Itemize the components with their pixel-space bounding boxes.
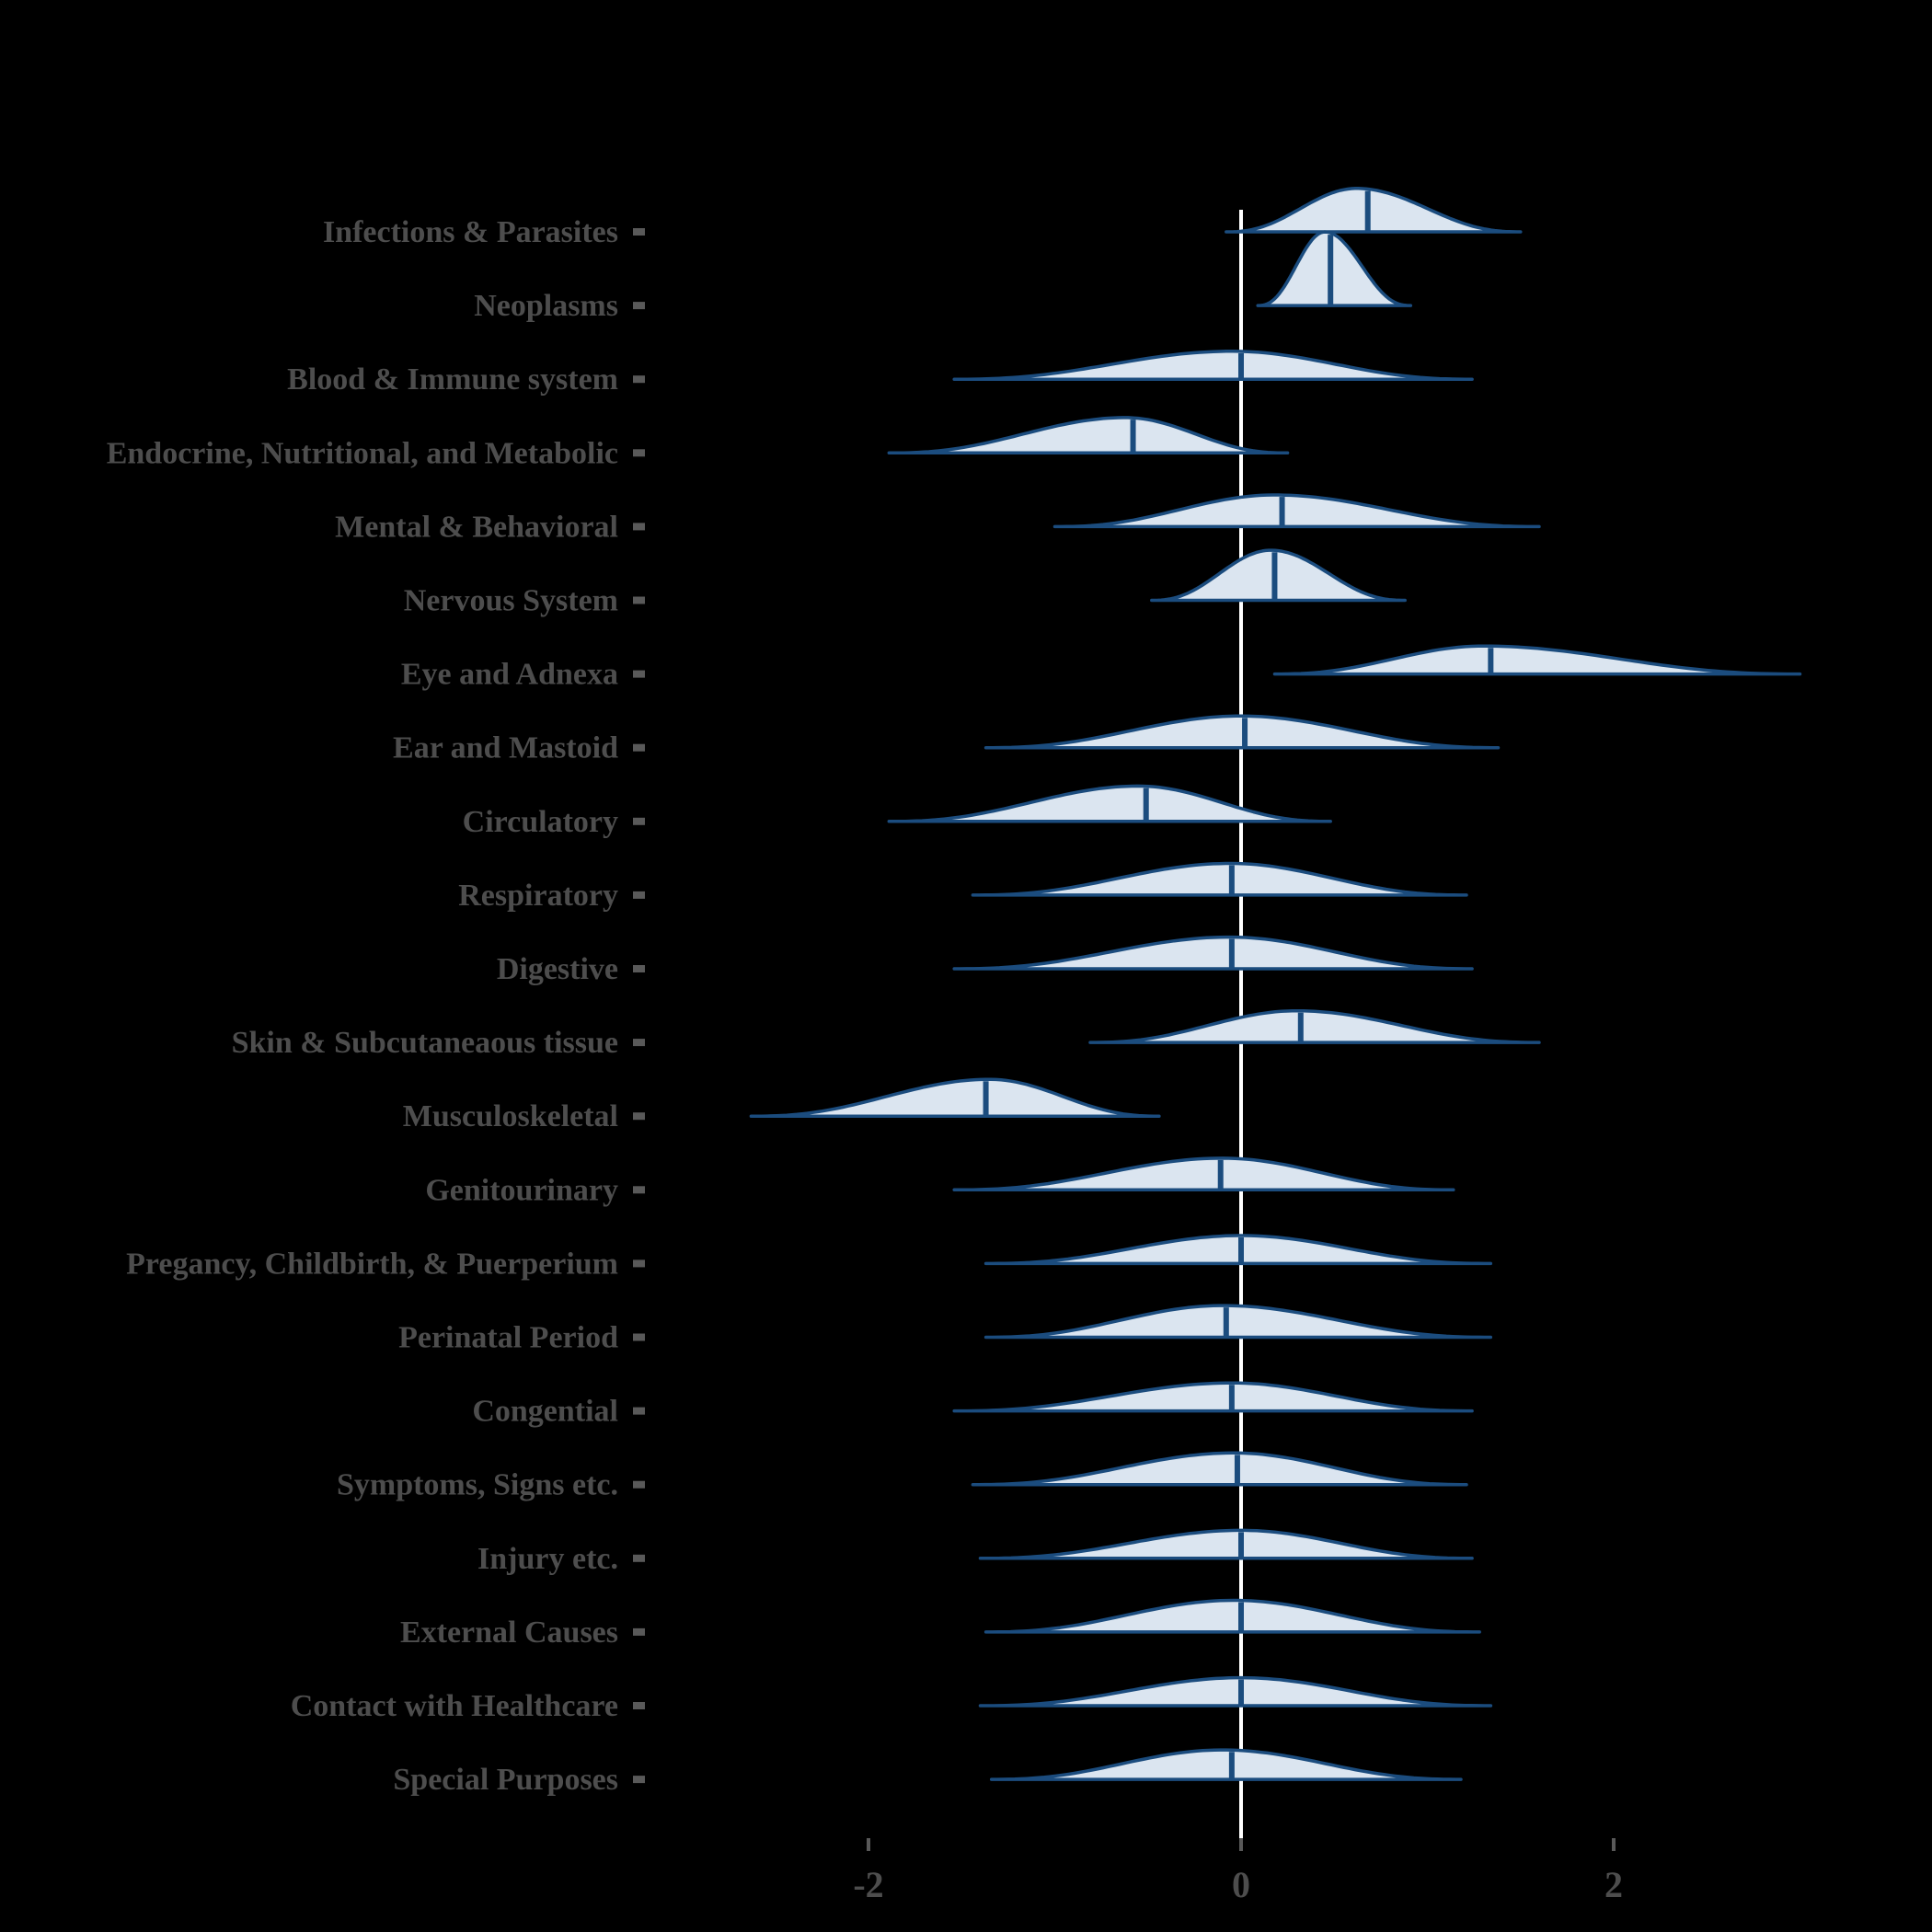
violin-row: Mental & Behavioral [335,493,1541,544]
violin-row: Nervous System [404,548,1407,618]
violin-shape [989,1748,1463,1781]
category-label: Digestive [497,952,618,986]
violin-shape [983,1234,1493,1266]
violin-row: External Causes [400,1598,1481,1650]
category-label: Blood & Immune system [287,362,618,397]
x-axis-tick-label: 2 [1604,1864,1623,1905]
category-label: Contact with Healthcare [291,1689,618,1723]
violin-row: Pregancy, Childbirth, & Puerperium [126,1234,1493,1281]
violin-row: Congential [472,1381,1474,1429]
x-axis-tick-label: -2 [853,1864,883,1905]
y-axis-tick [633,1702,645,1709]
y-axis-tick [633,596,645,604]
y-axis-tick [633,1407,645,1415]
category-label: Neoplasms [474,289,618,323]
violin-row: Skin & Subcutaneaous tissue [232,1008,1541,1060]
y-axis-tick [633,1776,645,1784]
violin-shape [952,350,1474,381]
y-axis-tick [633,449,645,457]
violin-shape [1052,493,1541,529]
violin-row: Contact with Healthcare [291,1675,1493,1723]
y-axis-tick [633,1186,645,1194]
violin-row: Endocrine, Nutritional, and Metabolic [107,416,1290,470]
y-axis-tick [633,302,645,310]
y-axis-tick [633,1627,645,1636]
violin-shape [983,1304,1493,1340]
y-axis-tick [633,743,645,752]
violin-shape [983,1598,1481,1634]
violin-row: Eye and Adnexa [401,644,1802,692]
violin-row: Infections & Parasites [323,187,1523,249]
y-axis-tick [633,670,645,678]
y-axis-tick [633,1039,645,1047]
violin-shape [1088,1008,1541,1044]
violin-shape [952,1381,1474,1413]
violin-row: Circulatory [463,784,1332,839]
y-axis-tick [633,228,645,236]
violin-row: Ear and Mastoid [393,714,1501,765]
category-label: Musculoskeletal [403,1099,618,1133]
category-label: Ear and Mastoid [393,731,618,765]
y-axis-tick [633,965,645,972]
violin-shape [978,1528,1474,1560]
violin-shape [952,1156,1455,1192]
violin-shape [887,416,1290,455]
x-axis-tick-label: 0 [1232,1864,1250,1905]
violin-shape [1150,548,1407,603]
category-label: Respiratory [458,879,618,913]
y-axis-tick [633,523,645,531]
violin-row: Respiratory [458,861,1468,913]
category-label: Symptoms, Signs etc. [337,1468,618,1502]
violin-row: Musculoskeletal [403,1077,1161,1133]
violin-row: Neoplasms [474,230,1413,323]
category-label: Circulatory [463,805,618,839]
violin-shape [971,1451,1468,1487]
violin-row: Digestive [497,935,1474,986]
category-label: Pregancy, Childbirth, & Puerperium [126,1247,618,1281]
violin-shape [887,784,1332,823]
category-label: Injury etc. [477,1542,618,1576]
category-label: Endocrine, Nutritional, and Metabolic [107,436,618,470]
y-axis-tick [633,1480,645,1489]
violin-row: Symptoms, Signs etc. [337,1451,1468,1502]
y-axis-tick [633,1554,645,1562]
violin-shape [978,1675,1493,1708]
category-label: Congential [472,1395,618,1429]
y-axis-tick [633,891,645,899]
violin-shape [1256,230,1413,307]
y-axis-tick [633,375,645,384]
violin-shape [749,1077,1161,1118]
violin-shape [1225,187,1523,234]
violin-row: Genitourinary [425,1156,1455,1207]
y-axis-tick [633,1333,645,1341]
violin-shape [1272,644,1802,676]
y-axis-tick [633,817,645,825]
y-axis-tick [633,1112,645,1121]
category-label: Infections & Parasites [323,215,618,249]
category-label: Genitourinary [425,1173,618,1207]
violin-shape [971,861,1468,897]
violin-row: Injury etc. [477,1528,1474,1576]
category-label: Eye and Adnexa [401,658,618,692]
category-label: External Causes [400,1616,618,1650]
category-label: Perinatal Period [398,1321,618,1355]
y-axis-tick [633,1259,645,1268]
category-label: Special Purposes [393,1763,618,1797]
violin-row: Special Purposes [393,1748,1463,1797]
category-label: Mental & Behavioral [335,510,618,544]
violin-row: Blood & Immune system [287,350,1474,397]
violin-shape [952,935,1474,971]
violin-row: Perinatal Period [398,1304,1493,1355]
category-label: Nervous System [404,584,618,618]
category-label: Skin & Subcutaneaous tissue [232,1026,618,1060]
